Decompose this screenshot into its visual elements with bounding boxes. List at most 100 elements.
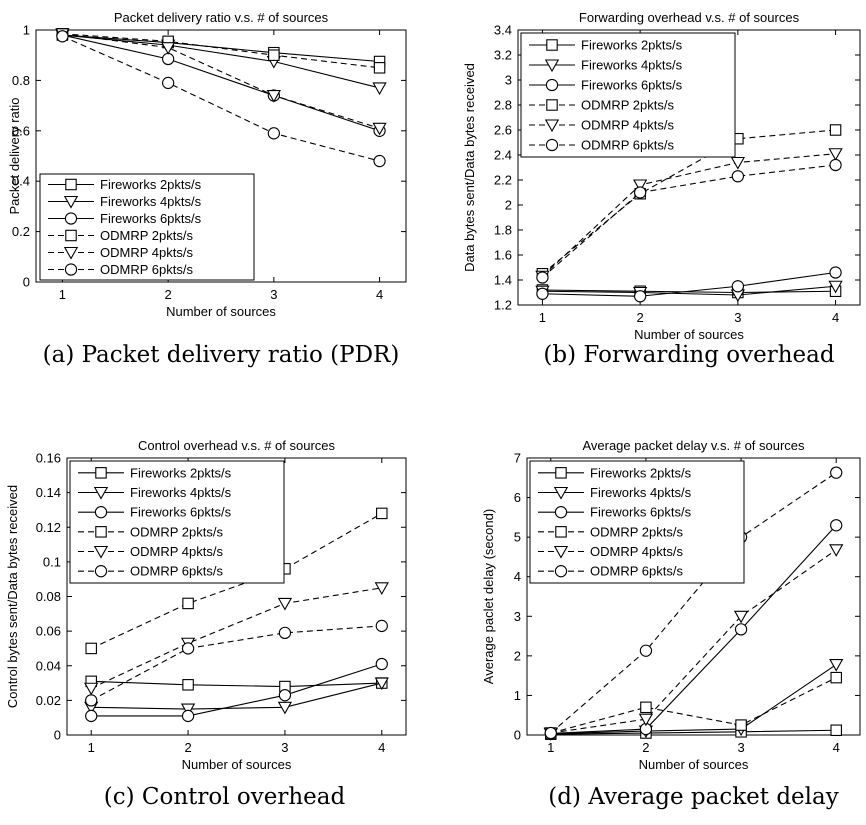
data-point-6-1	[85, 694, 98, 707]
legend-box	[529, 460, 745, 584]
x-tick-label: 1	[88, 740, 95, 755]
legend-marker-3	[545, 78, 559, 92]
data-point-4-2	[640, 701, 652, 714]
legend-marker-5	[93, 545, 109, 559]
y-tick-label: 1	[23, 23, 30, 38]
legend-label-4: ODMRP 2pkts/s	[100, 228, 193, 243]
data-point-3-3	[278, 689, 292, 702]
legend-box	[520, 32, 736, 158]
y-tick-label: 1.2	[494, 298, 512, 313]
series-line-3	[550, 524, 837, 734]
y-tick-label: 2.6	[494, 123, 512, 138]
x-tick-label: 3	[734, 310, 741, 325]
y-tick-label: 0.1	[43, 554, 61, 569]
data-point-5-4	[828, 148, 843, 161]
data-point-3-2	[633, 290, 647, 303]
x-tick-label: 3	[281, 740, 288, 755]
data-point-5-4	[372, 122, 387, 136]
y-axis-label: Packet delivery ratio	[7, 97, 22, 214]
x-tick-label: 3	[737, 740, 744, 755]
x-tick-label: 4	[376, 287, 383, 302]
y-tick-label: 0.4	[12, 174, 30, 189]
legend-marker-5	[63, 246, 79, 260]
y-tick-label: 3.4	[494, 23, 512, 38]
legend-label-5: ODMRP 4pkts/s	[100, 245, 193, 260]
legend-label-2: Fireworks 4pkts/s	[130, 485, 232, 500]
legend-label-1: Fireworks 2pkts/s	[130, 465, 232, 480]
y-tick-label: 0.14	[36, 485, 61, 500]
figure-caption: (b) Forwarding overhead	[543, 342, 834, 368]
x-tick-label: 4	[833, 740, 840, 755]
chart-panel-4: Average packet delay v.s. # of sources 1 2…	[481, 438, 861, 810]
legend-marker-3	[64, 212, 78, 225]
data-point-1-2	[182, 679, 194, 691]
data-point-5-3	[730, 156, 745, 170]
series-line-5	[90, 587, 382, 689]
x-tick-label: 2	[642, 740, 649, 755]
y-tick-label: 0	[54, 728, 61, 743]
data-point-6-1	[536, 271, 549, 284]
chart-panel-3: Control overhead v.s. # of sources 1 2 3 4 0 0…	[5, 438, 407, 810]
y-tick-label: 0	[23, 275, 30, 290]
data-point-6-2	[639, 644, 653, 657]
data-point-5-2	[161, 42, 176, 55]
y-tick-label: 0.04	[36, 658, 61, 673]
legend-marker-4	[546, 99, 558, 111]
data-point-3-4	[830, 519, 843, 532]
series-line-6	[550, 472, 837, 734]
legend-marker-4	[95, 526, 107, 538]
legend-marker-6	[64, 263, 78, 276]
legend-label-5: ODMRP 4pkts/s	[590, 544, 683, 559]
y-axis-label: Data bytes sent/Data bytes received	[462, 63, 477, 272]
legend-label-6: ODMRP 6pkts/s	[130, 564, 223, 579]
data-point-6-2	[161, 76, 175, 90]
x-axis-label: Number of sources	[639, 757, 749, 772]
series-line-4	[550, 677, 837, 734]
series-line-4	[542, 129, 836, 275]
y-tick-label: 0.8	[12, 73, 30, 88]
series-line-5	[550, 549, 837, 734]
x-tick-label: 1	[539, 310, 546, 325]
x-tick-label: 4	[378, 740, 385, 755]
y-tick-label: 5	[514, 530, 521, 545]
data-point-3-3	[731, 280, 745, 293]
y-tick-label: 3	[514, 609, 521, 624]
series-line-4	[90, 512, 383, 649]
data-point-6-1	[544, 726, 557, 740]
legend-label-4: ODMRP 2pkts/s	[590, 524, 683, 539]
data-point-4-4	[829, 124, 842, 136]
data-point-5-4	[829, 544, 844, 557]
legend-label-4: ODMRP 2pkts/s	[130, 524, 223, 539]
series-line-2	[542, 285, 836, 296]
data-point-6-4	[829, 158, 842, 172]
x-axis-label: Number of sources	[166, 304, 276, 319]
legend-label-1: Fireworks 2pkts/s	[100, 177, 202, 192]
data-point-4-1	[85, 642, 97, 655]
series-line-1	[62, 34, 380, 63]
y-tick-label: 0.12	[36, 520, 61, 535]
y-tick-label: 2.4	[494, 148, 512, 163]
legend-label-3: Fireworks 6pkts/s	[100, 211, 202, 226]
data-point-3-1	[536, 287, 549, 300]
legend-marker-5	[544, 119, 560, 133]
data-point-3-4	[375, 657, 388, 671]
legend-label-1: Fireworks 2pkts/s	[581, 38, 683, 53]
data-point-3-3	[734, 623, 748, 636]
data-point-4-2	[182, 597, 194, 610]
legend: Fireworks 2pkts/s Fireworks 4pkts/s Firewo…	[39, 173, 255, 281]
legend-label-3: Fireworks 6pkts/s	[130, 505, 232, 520]
legend-marker-2	[63, 195, 79, 209]
chart-panel-1: Packet delivery ratio v.s. # of sources 1…	[7, 10, 407, 368]
legend-label-1: Fireworks 2pkts/s	[590, 465, 692, 480]
data-point-6-1	[56, 30, 69, 43]
y-tick-label: 0.6	[12, 123, 30, 138]
plot-area	[35, 29, 407, 283]
series-line-6	[542, 164, 836, 278]
data-point-4-3	[268, 49, 280, 61]
data-point-5-3	[266, 89, 281, 103]
data-point-6-4	[830, 466, 843, 479]
data-point-2-4	[828, 280, 843, 294]
y-tick-label: 0.06	[36, 624, 61, 639]
series-line-2	[91, 682, 382, 710]
y-tick-label: 3	[505, 73, 512, 88]
